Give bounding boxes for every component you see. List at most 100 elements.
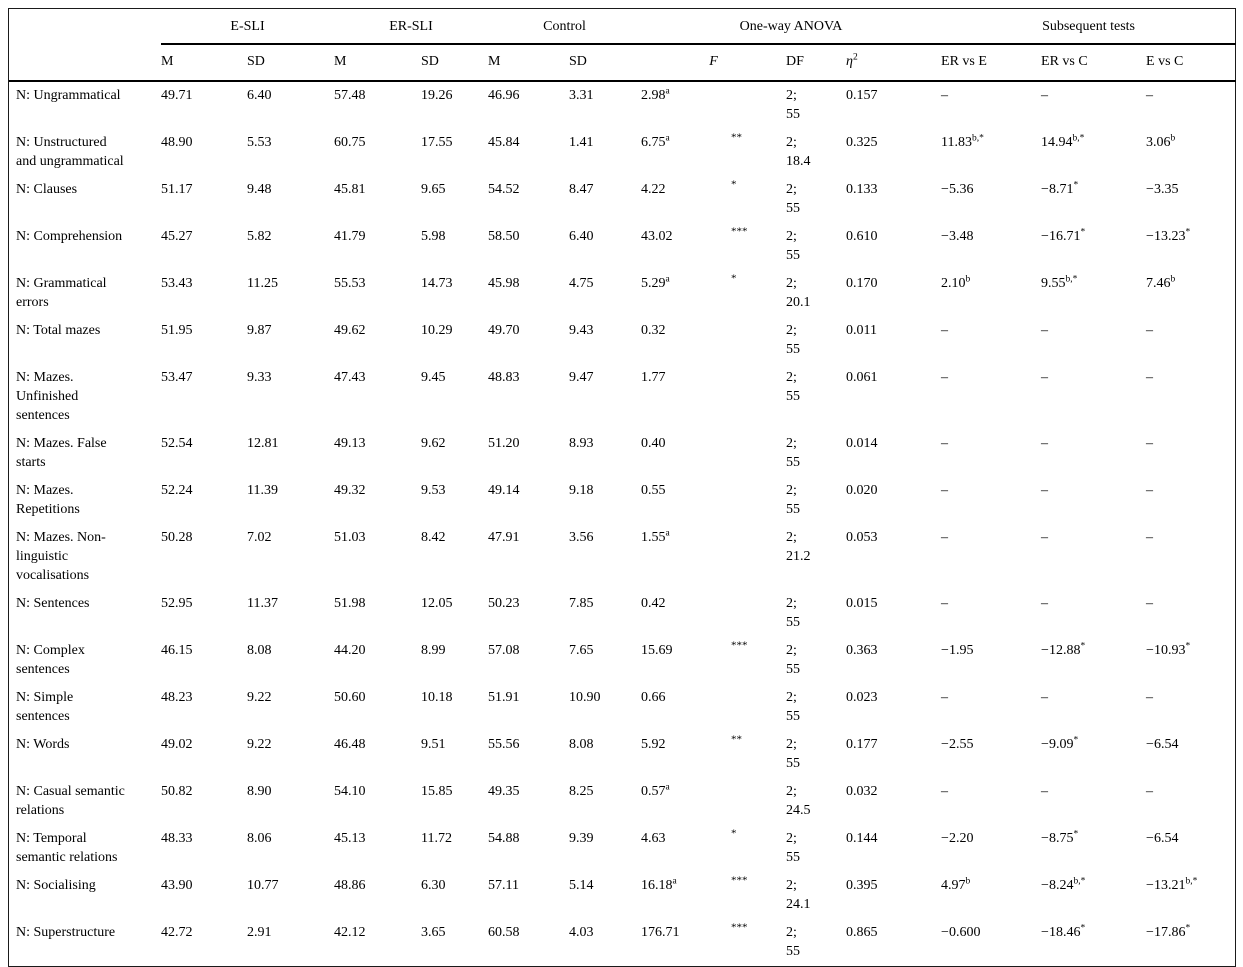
cell-ersli-sd: 10.29: [421, 323, 453, 338]
df-numerator: 2;: [786, 88, 797, 103]
df-numerator: 2;: [786, 436, 797, 451]
er-vs-c-value: −18.46: [1041, 925, 1081, 940]
e-vs-c-value: −17.86: [1146, 925, 1186, 940]
cell-er-vs-c: −8.71*: [1041, 176, 1146, 223]
cell-er-vs-c: –: [1041, 364, 1146, 430]
cell-control-m: 60.58: [488, 925, 520, 940]
cell-er-vs-e: 4.97b: [941, 872, 1041, 919]
column-header-esli-m: M: [161, 44, 247, 82]
er-vs-e-value: –: [941, 88, 949, 103]
table-row: N: Words 49.02 9.22 46.48 9.51 55.56 8.0…: [9, 731, 1236, 778]
df-denominator: 55: [786, 662, 800, 677]
cell-e-vs-c: –: [1146, 81, 1236, 129]
cell-df: 2; 55: [786, 223, 846, 270]
e-vs-c-value: –: [1146, 370, 1154, 385]
table-row: N: Ungrammatical 49.71 6.40 57.48 19.26 …: [9, 81, 1236, 129]
cell-ersli-m: 60.75: [334, 135, 366, 150]
group-header-row: E-SLI ER-SLI Control One-way ANOVA Subse…: [9, 9, 1237, 45]
cell-e-vs-c: −17.86*: [1146, 919, 1236, 966]
cell-df: 2; 55: [786, 364, 846, 430]
df-numerator: 2;: [786, 784, 797, 799]
column-header-esli-sd: SD: [247, 44, 334, 82]
df-numerator: 2;: [786, 276, 797, 291]
cell-ersli-sd: 9.65: [421, 182, 446, 197]
table-row: N: Mazes. Unfinished sentences 53.47 9.3…: [9, 364, 1236, 430]
cell-df: 2; 55: [786, 825, 846, 872]
cell-esli-m: 45.27: [161, 229, 193, 244]
cell-control-m: 55.56: [488, 737, 520, 752]
cell-esli-sd: 9.22: [247, 690, 272, 705]
e-vs-c-superscript: *: [1185, 923, 1191, 934]
cell-eta-squared: 0.395: [846, 878, 878, 893]
cell-significance: [731, 684, 786, 731]
cell-f-value: 0.40: [641, 430, 731, 477]
row-label: N: Comprehension: [16, 229, 123, 244]
df-numerator: 2;: [786, 925, 797, 940]
cell-f-value: 15.69: [641, 637, 731, 684]
cell-df: 2; 55: [786, 317, 846, 364]
er-vs-c-superscript: *: [1073, 829, 1079, 840]
column-header-er-vs-c: ER vs C: [1041, 44, 1147, 82]
row-label: N: Sentences: [16, 596, 90, 611]
cell-eta-squared: 0.014: [846, 436, 878, 451]
cell-e-vs-c: –: [1146, 317, 1236, 364]
e-vs-c-superscript: b: [1170, 274, 1176, 285]
er-vs-e-value: −3.48: [941, 229, 974, 244]
table-row: N: Complex sentences 46.15 8.08 44.20 8.…: [9, 637, 1236, 684]
df-numerator: 2;: [786, 135, 797, 150]
cell-er-vs-c: −8.24b,*: [1041, 872, 1146, 919]
cell-significance: **: [731, 129, 786, 176]
df-denominator: 55: [786, 756, 800, 771]
er-vs-c-value: –: [1041, 530, 1049, 545]
cell-esli-sd: 5.82: [247, 229, 272, 244]
er-vs-e-value: –: [941, 483, 949, 498]
table-header: E-SLI ER-SLI Control One-way ANOVA Subse…: [9, 9, 1237, 82]
column-header-row: M SD M SD M SD F DF η2 ER vs E ER vs C E…: [9, 44, 1237, 82]
cell-esli-m: 53.47: [161, 370, 193, 385]
cell-er-vs-e: –: [941, 364, 1041, 430]
e-vs-c-value: −13.23: [1146, 229, 1186, 244]
cell-f-value: 1.77: [641, 364, 731, 430]
cell-ersli-sd: 8.99: [421, 643, 446, 658]
er-vs-c-value: −8.75: [1041, 831, 1074, 846]
cell-control-sd: 9.39: [569, 831, 594, 846]
df-denominator: 55: [786, 107, 800, 122]
cell-df: 2; 55: [786, 637, 846, 684]
group-header-ersli: ER-SLI: [334, 9, 488, 45]
column-header-ersli-sd: SD: [421, 44, 488, 82]
cell-esli-m: 48.90: [161, 135, 193, 150]
cell-esli-m: 52.24: [161, 483, 193, 498]
cell-control-m: 57.08: [488, 643, 520, 658]
df-numerator: 2;: [786, 370, 797, 385]
cell-er-vs-c: 9.55b,*: [1041, 270, 1146, 317]
cell-eta-squared: 0.363: [846, 643, 878, 658]
cell-f-value: 6.75a: [641, 129, 731, 176]
eta-exponent: 2: [852, 52, 858, 63]
er-vs-e-value: −5.36: [941, 182, 974, 197]
cell-significance: *: [731, 825, 786, 872]
cell-control-m: 48.83: [488, 370, 520, 385]
df-denominator: 18.4: [786, 154, 811, 169]
cell-ersli-sd: 10.18: [421, 690, 453, 705]
cell-er-vs-c: −8.75*: [1041, 825, 1146, 872]
e-vs-c-value: 7.46: [1146, 276, 1171, 291]
cell-eta-squared: 0.061: [846, 370, 878, 385]
cell-significance: [731, 524, 786, 590]
cell-df: 2; 55: [786, 590, 846, 637]
f-value: 4.63: [641, 831, 666, 846]
cell-f-value: 4.63: [641, 825, 731, 872]
cell-esli-m: 48.23: [161, 690, 193, 705]
e-vs-c-superscript: *: [1185, 641, 1191, 652]
cell-e-vs-c: −3.35: [1146, 176, 1236, 223]
cell-eta-squared: 0.865: [846, 925, 878, 940]
significance-stars: ***: [731, 639, 748, 652]
cell-ersli-m: 41.79: [334, 229, 366, 244]
cell-esli-m: 50.82: [161, 784, 193, 799]
df-denominator: 55: [786, 615, 800, 630]
cell-e-vs-c: −13.21b,*: [1146, 872, 1236, 919]
row-label: N: Grammatical errors: [16, 276, 107, 310]
df-denominator: 55: [786, 248, 800, 263]
er-vs-e-value: 4.97: [941, 878, 966, 893]
cell-df: 2; 55: [786, 477, 846, 524]
cell-df: 2; 55: [786, 684, 846, 731]
